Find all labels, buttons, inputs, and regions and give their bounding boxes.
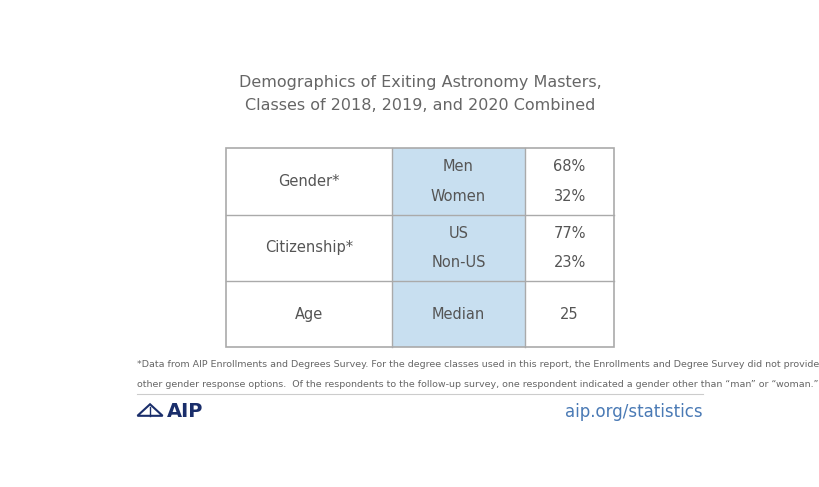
Text: other gender response options.  Of the respondents to the follow-up survey, one : other gender response options. Of the re… bbox=[138, 380, 818, 389]
Text: 77%: 77% bbox=[553, 226, 585, 241]
Text: 68%: 68% bbox=[553, 159, 585, 174]
Text: Age: Age bbox=[295, 306, 323, 321]
Bar bbox=[226, 149, 613, 347]
Text: US: US bbox=[448, 226, 468, 241]
Text: Non-US: Non-US bbox=[431, 255, 485, 270]
Text: AIP: AIP bbox=[166, 402, 203, 421]
Text: Men: Men bbox=[442, 159, 473, 174]
Text: *Data from AIP Enrollments and Degrees Survey. For the degree classes used in th: *Data from AIP Enrollments and Degrees S… bbox=[138, 360, 819, 369]
Text: Gender*: Gender* bbox=[278, 174, 339, 189]
Bar bbox=[391, 149, 524, 347]
Text: aip.org/statistics: aip.org/statistics bbox=[565, 403, 702, 421]
Text: Median: Median bbox=[432, 306, 484, 321]
Text: 32%: 32% bbox=[553, 188, 585, 204]
Text: Demographics of Exiting Astronomy Masters,
Classes of 2018, 2019, and 2020 Combi: Demographics of Exiting Astronomy Master… bbox=[238, 75, 601, 112]
Text: Women: Women bbox=[430, 188, 486, 204]
Text: 23%: 23% bbox=[553, 255, 585, 270]
Text: Citizenship*: Citizenship* bbox=[265, 240, 353, 255]
Text: 25: 25 bbox=[559, 306, 578, 321]
